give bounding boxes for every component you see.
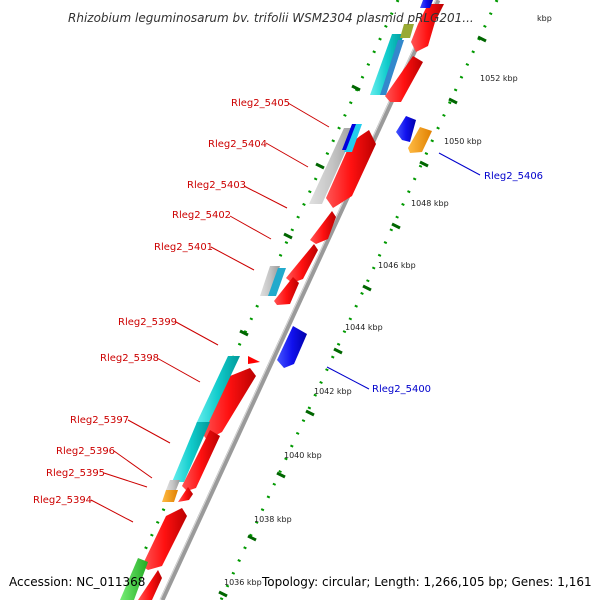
- topology-text: Topology: circular; Length: 1,266,105 bp…: [261, 575, 592, 589]
- cyan-feature-5405[interactable]: [344, 124, 362, 152]
- gene-label-rleg2-5402[interactable]: Rleg2_5402: [172, 210, 231, 221]
- gene-arrow-bottom[interactable]: [138, 570, 162, 600]
- gene-arrow-rleg2-5402[interactable]: [286, 244, 318, 283]
- grey-feature-5401[interactable]: [260, 266, 280, 296]
- gene-label-rleg2-5405[interactable]: Rleg2_5405: [231, 98, 290, 109]
- gene-label-rleg2-5398[interactable]: Rleg2_5398: [100, 353, 159, 364]
- right-gene-labels: Rleg2_5406 Rleg2_5400: [372, 171, 543, 395]
- tick-label: 1042 kbp: [314, 387, 352, 396]
- gene-label-rleg2-5404[interactable]: Rleg2_5404: [208, 139, 267, 150]
- gene-arrow-rleg2-5394[interactable]: [142, 508, 187, 570]
- gene-arrow-1051[interactable]: [396, 116, 416, 142]
- blue-feature-5405[interactable]: [342, 124, 356, 150]
- gene-arrow-rleg2-5406[interactable]: [408, 127, 432, 153]
- gene-arrow-top[interactable]: [411, 4, 444, 52]
- blue-strip-top[interactable]: [380, 40, 404, 95]
- olive-feature-top[interactable]: [400, 24, 414, 38]
- gene-label-rleg2-5403[interactable]: Rleg2_5403: [187, 180, 246, 191]
- map-title: Rhizobium leguminosarum bv. trifolii WSM…: [68, 11, 474, 25]
- accession-text: Accession: NC_011368: [9, 575, 145, 589]
- gene-label-rleg2-5397[interactable]: Rleg2_5397: [70, 415, 129, 426]
- gene-arrow-rleg2-5404[interactable]: [326, 130, 376, 208]
- forward-strand-genes: [138, 4, 444, 600]
- gene-label-rleg2-5394[interactable]: Rleg2_5394: [33, 495, 92, 506]
- gene-label-rleg2-5396[interactable]: Rleg2_5396: [56, 446, 115, 457]
- green-feature-bottom[interactable]: [120, 558, 148, 600]
- tick-label: 1036 kbp: [224, 578, 262, 587]
- gc-track-dots: [120, 0, 400, 600]
- gene-arrow-reverse-top[interactable]: [420, 0, 433, 8]
- gene-arrow-rleg2-5398[interactable]: [201, 368, 256, 440]
- reverse-strand-genes: [277, 0, 433, 368]
- kbp-tick-labels: 1052 kbp 1050 kbp 1048 kbp 1046 kbp 1044…: [224, 74, 518, 587]
- tick-label: 1040 kbp: [284, 451, 322, 460]
- gene-arrow-rleg2-5403-fwd[interactable]: [310, 211, 336, 244]
- gene-label-rleg2-5406[interactable]: Rleg2_5406: [484, 171, 543, 182]
- cyan-feature-5397[interactable]: [172, 422, 210, 482]
- gene-label-rleg2-5399[interactable]: Rleg2_5399: [118, 317, 177, 328]
- tick-label: 1046 kbp: [378, 261, 416, 270]
- feature-blocks: [120, 24, 414, 600]
- tick-label: 1052 kbp: [480, 74, 518, 83]
- gene-arrow-rleg2-5401[interactable]: [274, 277, 299, 305]
- title-kbp-suffix: kbp: [537, 14, 552, 23]
- gene-arrow-rleg2-5400[interactable]: [277, 326, 307, 368]
- gene-label-rleg2-5395[interactable]: Rleg2_5395: [46, 468, 105, 479]
- gene-label-rleg2-5401[interactable]: Rleg2_5401: [154, 242, 213, 253]
- gene-arrow-rleg2-5397[interactable]: [182, 430, 220, 491]
- cyan-feature-5398[interactable]: [196, 356, 240, 424]
- grey-feature-5395[interactable]: [166, 480, 180, 490]
- gene-small-marker[interactable]: [248, 356, 260, 364]
- tick-label: 1038 kbp: [254, 515, 292, 524]
- orange-feature-5395[interactable]: [162, 490, 178, 502]
- gene-label-rleg2-5400[interactable]: Rleg2_5400: [372, 384, 431, 395]
- major-ticks: [203, 35, 487, 598]
- gene-arrow-1052[interactable]: [385, 56, 423, 102]
- tick-label: 1048 kbp: [411, 199, 449, 208]
- gene-arrow-rleg2-5395[interactable]: [178, 487, 193, 502]
- left-gene-labels: Rleg2_5405 Rleg2_5404 Rleg2_5403 Rleg2_5…: [33, 98, 290, 506]
- tick-label: 1044 kbp: [345, 323, 383, 332]
- tick-label: 1050 kbp: [444, 137, 482, 146]
- cyan-feature-5401[interactable]: [268, 268, 286, 296]
- leader-lines: [90, 102, 481, 523]
